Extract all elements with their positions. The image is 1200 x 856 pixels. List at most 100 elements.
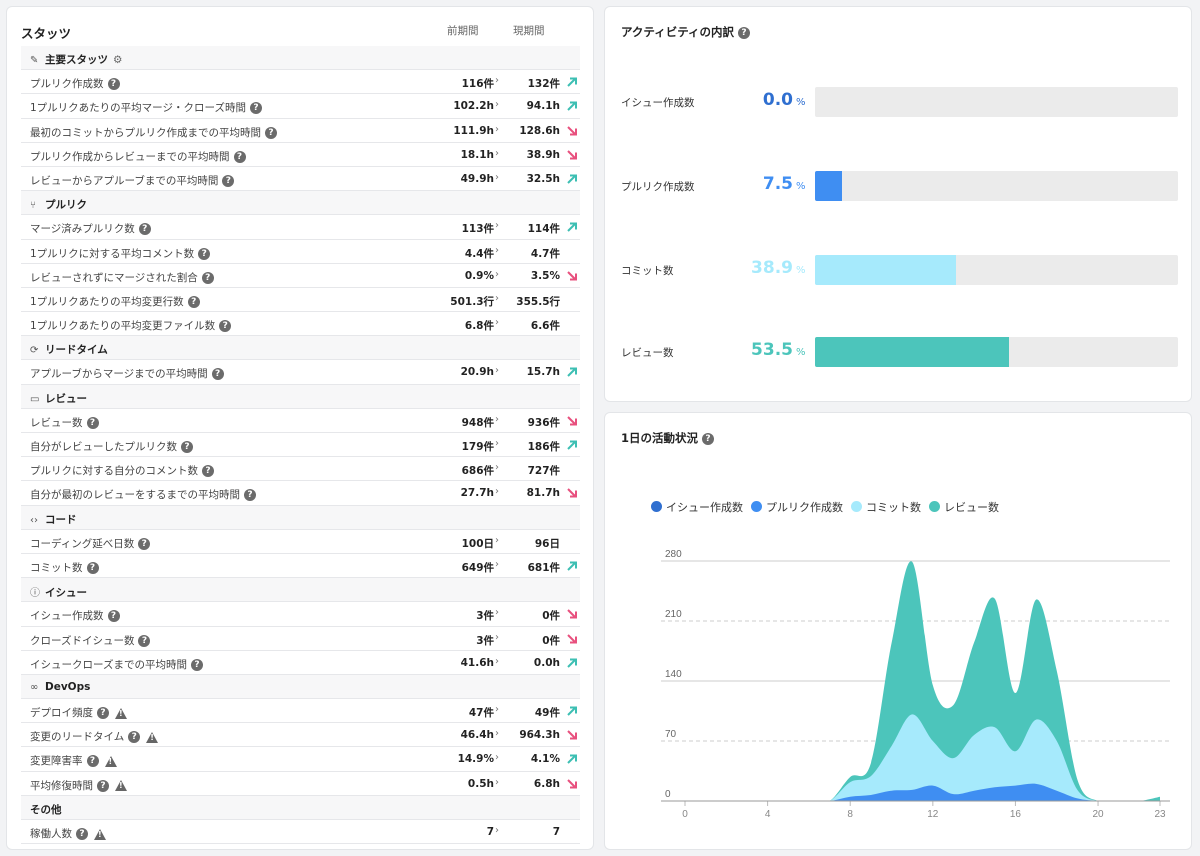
help-icon[interactable]: ? bbox=[86, 561, 99, 574]
stat-row[interactable]: イシュー作成数? 3件 › 0件 bbox=[21, 602, 580, 627]
activity-row: コミット数 38.9% bbox=[605, 255, 1193, 285]
section-name: プルリク bbox=[45, 199, 87, 212]
daily-title-text: 1日の活動状況 bbox=[621, 431, 699, 445]
section-title: ⑂ プルリク bbox=[30, 197, 87, 212]
stat-row[interactable]: 最初のコミットからプルリク作成までの平均時間? 111.9h › 128.6h bbox=[21, 119, 580, 143]
help-icon[interactable]: ? bbox=[107, 78, 120, 91]
x-tick-label: 20 bbox=[1092, 809, 1104, 820]
stat-row[interactable]: アプルーブからマージまでの平均時間? 20.9h › 15.7h bbox=[21, 360, 580, 385]
pin-icon: ✎ bbox=[30, 55, 39, 66]
stat-row[interactable]: 稼働人数?7›7 bbox=[21, 820, 580, 845]
previous-value: 0.9% bbox=[464, 269, 494, 282]
section-title: ‹› コード bbox=[30, 512, 77, 527]
help-icon[interactable]: ? bbox=[76, 828, 88, 840]
stat-label-text: 1プルリクあたりの平均変更ファイル数 bbox=[30, 320, 216, 333]
warning-icon[interactable] bbox=[104, 755, 117, 767]
stat-row[interactable]: レビューからアプルーブまでの平均時間? 49.9h › 32.5h bbox=[21, 167, 580, 192]
help-icon[interactable]: ? bbox=[138, 537, 151, 550]
stat-row[interactable]: コミット数? 649件 › 681件 bbox=[21, 554, 580, 579]
help-icon[interactable]: ? bbox=[738, 26, 751, 39]
stat-row[interactable]: 変更のリードタイム? 46.4h› 964.3h bbox=[21, 723, 580, 748]
stat-row[interactable]: レビューされずにマージされた割合? 0.9% › 3.5% bbox=[21, 264, 580, 288]
warning-icon[interactable] bbox=[115, 707, 127, 719]
legend-item[interactable]: イシュー作成数 bbox=[651, 501, 743, 514]
current-value: 6.8h bbox=[533, 777, 560, 790]
help-icon[interactable]: ? bbox=[211, 368, 224, 381]
activity-label: コミット数 bbox=[621, 265, 674, 277]
legend-item[interactable]: コミット数 bbox=[851, 501, 921, 514]
help-icon[interactable]: ? bbox=[249, 102, 262, 115]
previous-value: 116件 bbox=[461, 78, 494, 91]
stat-row[interactable]: 自分がレビューしたプルリク数? 179件 › 186件 bbox=[21, 433, 580, 458]
help-icon[interactable]: ? bbox=[201, 271, 214, 284]
gear-icon[interactable]: ⚙ bbox=[113, 54, 123, 66]
help-icon[interactable]: ? bbox=[181, 441, 193, 453]
help-icon[interactable]: ? bbox=[702, 432, 715, 445]
help-icon[interactable]: ? bbox=[265, 126, 277, 139]
stat-row[interactable]: イシュークローズまでの平均時間? 41.6h › 0.0h bbox=[21, 651, 580, 675]
stat-row[interactable]: コーディング延べ日数? 100日 › 96日 bbox=[21, 530, 580, 554]
current-value: 3.5% bbox=[530, 269, 560, 282]
help-icon[interactable]: ? bbox=[198, 247, 211, 260]
help-icon[interactable]: ? bbox=[97, 779, 109, 792]
current-value: 936件 bbox=[527, 416, 560, 429]
trend-down-icon bbox=[567, 609, 577, 619]
help-icon[interactable]: ? bbox=[244, 489, 256, 502]
legend-item[interactable]: レビュー数 bbox=[929, 501, 999, 514]
stat-label-text: イシュークローズまでの平均時間 bbox=[30, 658, 187, 671]
stat-label: アプルーブからマージまでの平均時間? bbox=[30, 366, 224, 381]
help-icon[interactable]: ? bbox=[97, 707, 109, 720]
stat-label: マージ済みプルリク数? bbox=[30, 221, 151, 236]
stat-row[interactable]: プルリク作成数? 116件 › 132件 bbox=[21, 70, 580, 95]
help-icon[interactable]: ? bbox=[202, 465, 214, 478]
x-tick-label: 16 bbox=[1010, 809, 1022, 820]
stat-row[interactable]: プルリクに対する自分のコメント数? 686件 › 727件 bbox=[21, 457, 580, 482]
section-title: ∞ DevOps bbox=[30, 681, 90, 693]
stat-label: レビューされずにマージされた割合? bbox=[30, 270, 214, 285]
help-icon[interactable]: ? bbox=[86, 755, 99, 768]
section-title: ⟳ リードタイム bbox=[30, 342, 108, 357]
help-icon[interactable]: ? bbox=[233, 150, 246, 163]
warning-icon[interactable] bbox=[94, 828, 106, 840]
help-icon[interactable]: ? bbox=[190, 658, 203, 671]
help-icon[interactable]: ? bbox=[187, 295, 200, 308]
current-value: 0件 bbox=[542, 610, 560, 623]
warning-icon[interactable] bbox=[146, 731, 159, 743]
help-icon[interactable]: ? bbox=[128, 731, 141, 744]
stat-row[interactable]: プルリク作成からレビューまでの平均時間? 18.1h › 38.9h bbox=[21, 143, 580, 167]
help-icon[interactable]: ? bbox=[138, 634, 151, 647]
legend-item[interactable]: プルリク作成数 bbox=[751, 501, 843, 514]
help-icon[interactable]: ? bbox=[107, 610, 120, 623]
stat-label-text: 稼働人数 bbox=[30, 828, 72, 840]
chevron-right-icon: › bbox=[495, 220, 499, 232]
warning-icon[interactable] bbox=[115, 780, 127, 792]
series-area bbox=[685, 714, 1160, 801]
previous-value: 3件 bbox=[476, 634, 494, 647]
previous-value: 100日 bbox=[461, 537, 494, 550]
stat-row[interactable]: 変更障害率? 14.9%› 4.1% bbox=[21, 747, 580, 772]
help-icon[interactable]: ? bbox=[219, 320, 232, 333]
stat-label: 1プルリクあたりの平均変更行数? bbox=[30, 294, 200, 309]
stat-row[interactable]: クローズドイシュー数? 3件 › 0件 bbox=[21, 627, 580, 651]
stat-row[interactable]: 1プルリクあたりの平均変更行数? 501.3行 › 355.5行 bbox=[21, 288, 580, 313]
stat-row[interactable]: レビュー数? 948件 › 936件 bbox=[21, 409, 580, 433]
stat-row[interactable]: 自分が最初のレビューをするまでの平均時間? 27.7h › 81.7h bbox=[21, 481, 580, 506]
stat-row[interactable]: 1プルリクあたりの平均マージ・クローズ時間? 102.2h › 94.1h bbox=[21, 94, 580, 119]
stat-label-text: アプルーブからマージまでの平均時間 bbox=[30, 368, 208, 381]
current-value: 38.9h bbox=[526, 148, 560, 161]
stat-label-text: マージ済みプルリク数 bbox=[30, 223, 135, 236]
help-icon[interactable]: ? bbox=[222, 174, 235, 187]
stat-row[interactable]: 1プルリクあたりの平均変更ファイル数? 6.8件 › 6.6件 bbox=[21, 312, 580, 337]
comment-icon: ▭ bbox=[30, 393, 40, 405]
stat-label: 1プルリクに対する平均コメント数? bbox=[30, 246, 211, 261]
help-icon[interactable]: ? bbox=[138, 223, 151, 236]
help-icon[interactable]: ? bbox=[86, 416, 99, 429]
stat-row[interactable]: 平均修復時間? 0.5h› 6.8h bbox=[21, 772, 580, 796]
activity-label: レビュー数 bbox=[621, 347, 674, 359]
stat-label-text: クローズドイシュー数 bbox=[30, 634, 135, 647]
stat-row[interactable]: 1プルリクに対する平均コメント数? 4.4件 › 4.7件 bbox=[21, 240, 580, 264]
stat-row[interactable]: マージ済みプルリク数? 113件 › 114件 bbox=[21, 215, 580, 240]
stat-row[interactable]: デプロイ頻度? 47件› 49件 bbox=[21, 699, 580, 724]
activity-value: 53.5 bbox=[751, 340, 793, 360]
previous-value: 47件 bbox=[468, 707, 494, 720]
